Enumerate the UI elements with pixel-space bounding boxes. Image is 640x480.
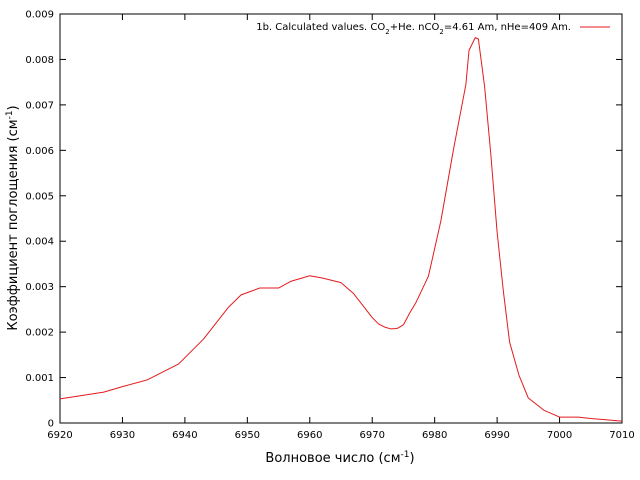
- x-tick-label: 6970: [359, 430, 384, 441]
- y-tick-label: 0.004: [25, 237, 54, 248]
- y-tick-label: 0.009: [25, 10, 54, 21]
- y-axis-label: Коэффициент поглощения (см-1): [5, 105, 21, 330]
- y-tick-label: 0.002: [25, 328, 54, 339]
- x-tick-label: 7000: [547, 430, 572, 441]
- x-tick-label: 6990: [484, 430, 509, 441]
- legend: 1b. Calculated values. CO2+He. nCO2=4.61…: [256, 22, 610, 36]
- y-tick-label: 0.005: [25, 191, 54, 202]
- y-tick-label: 0.003: [25, 282, 54, 293]
- x-tick-label: 6930: [110, 430, 135, 441]
- y-tick-label: 0: [48, 419, 54, 430]
- x-tick-label: 6980: [422, 430, 447, 441]
- series-layer: [59, 37, 623, 422]
- x-tick-label: 7010: [609, 430, 634, 441]
- y-tick-label: 0.001: [25, 373, 54, 384]
- x-tick-label: 6920: [47, 430, 72, 441]
- x-axis-ticks: 6920 6930 6940 6950 6960 6970 6980 6990 7000 7010: [47, 14, 635, 441]
- legend-label: 1b. Calculated values. CO2+He. nCO2=4.61…: [256, 22, 571, 36]
- plot-frame: [59, 13, 623, 424]
- x-tick-label: 6950: [235, 430, 260, 441]
- x-tick-label: 6960: [297, 430, 322, 441]
- series-line: [59, 37, 623, 422]
- x-tick-label: 6940: [172, 430, 197, 441]
- y-tick-label: 0.007: [25, 100, 54, 111]
- y-tick-label: 0.008: [25, 55, 54, 66]
- y-axis-ticks: 0 0.001 0.002 0.003 0.004 0.005 0.006 0.007 0.00…: [25, 10, 622, 430]
- x-axis-label: Волновое число (см-1): [265, 450, 414, 466]
- y-tick-label: 0.006: [25, 146, 54, 157]
